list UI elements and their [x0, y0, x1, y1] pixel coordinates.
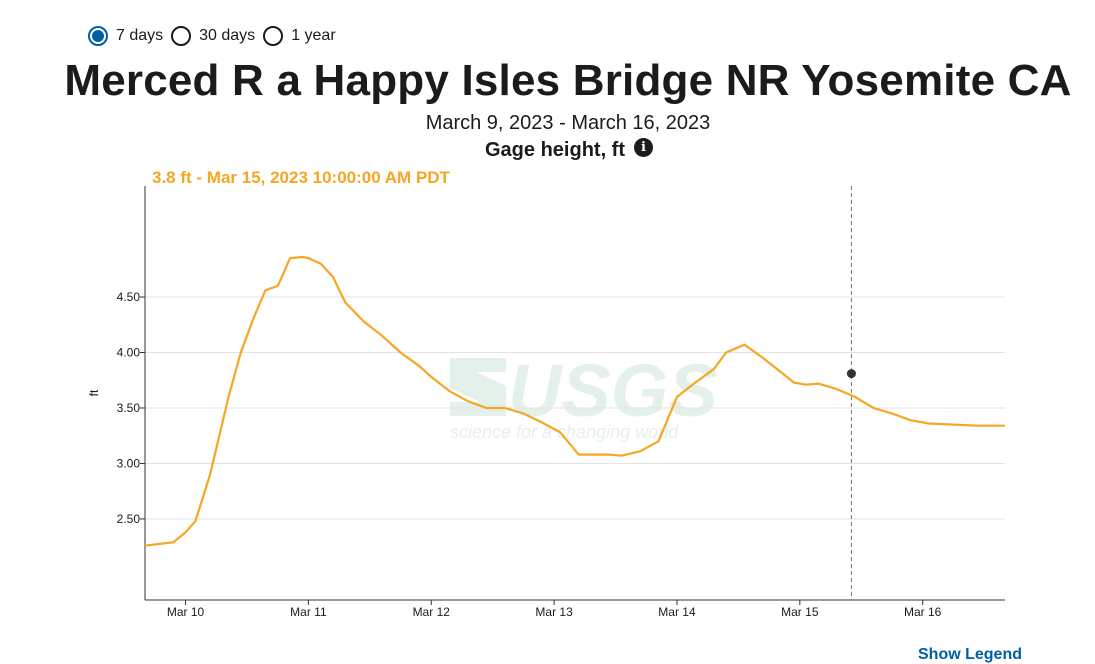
info-icon[interactable]: i: [634, 138, 653, 157]
radio-1-year-label: 1 year: [291, 27, 336, 44]
usgs-watermark: USGS science for a changing world: [450, 349, 718, 442]
x-tick-label: Mar 14: [658, 605, 696, 619]
y-tick-label: 4.50: [117, 290, 141, 304]
y-gridlines: [145, 296, 1005, 520]
gage-height-series-line: [144, 255, 1005, 547]
chart-axes: [144, 186, 1005, 601]
hover-point: [846, 369, 856, 379]
x-tick-label: Mar 16: [904, 605, 942, 619]
parameter-label: Gage height, ft: [485, 139, 625, 161]
y-tick-label: 2.50: [117, 512, 141, 526]
y-tick-label: 3.50: [117, 401, 141, 415]
usgs-tagline: science for a changing world: [450, 422, 679, 442]
radio-30-days[interactable]: 30 days: [171, 26, 255, 46]
radio-30-days-circle[interactable]: [171, 26, 192, 46]
date-range: March 9, 2023 - March 16, 2023: [425, 112, 711, 134]
radio-30-days-label: 30 days: [199, 27, 256, 44]
radio-7-days-label: 7 days: [116, 27, 164, 44]
x-tick-label: Mar 10: [167, 605, 205, 619]
y-tick-label: 4.00: [117, 345, 141, 359]
x-tick-label: Mar 11: [290, 605, 327, 619]
x-tick-label: Mar 13: [535, 605, 573, 619]
y-tick-label: 3.00: [117, 456, 141, 470]
x-axis-ticks: Mar 10 Mar 11 Mar 12 Mar 13 Mar 14 Mar 15 Mar …: [167, 600, 942, 619]
usgs-logo-text: USGS: [508, 349, 718, 432]
x-tick-label: Mar 15: [781, 605, 819, 619]
show-legend-link[interactable]: Show Legend: [918, 646, 1022, 663]
y-axis-ticks: 2.50 3.00 3.50 4.00 4.50: [117, 290, 145, 526]
site-title: Merced R a Happy Isles Bridge NR Yosemit…: [64, 56, 1072, 105]
radio-7-days[interactable]: 7 days: [88, 26, 163, 46]
radio-1-year[interactable]: 1 year: [263, 26, 336, 46]
x-tick-label: Mar 12: [413, 605, 451, 619]
hover-tooltip: 3.8 ft - Mar 15, 2023 10:00:00 AM PDT: [152, 168, 450, 187]
y-axis-label: ft: [87, 389, 101, 396]
period-selector: 7 days 30 days 1 year: [88, 26, 344, 46]
radio-1-year-circle[interactable]: [263, 26, 284, 46]
radio-7-days-circle[interactable]: [88, 26, 108, 46]
usgs-logo-mark: [450, 358, 506, 416]
